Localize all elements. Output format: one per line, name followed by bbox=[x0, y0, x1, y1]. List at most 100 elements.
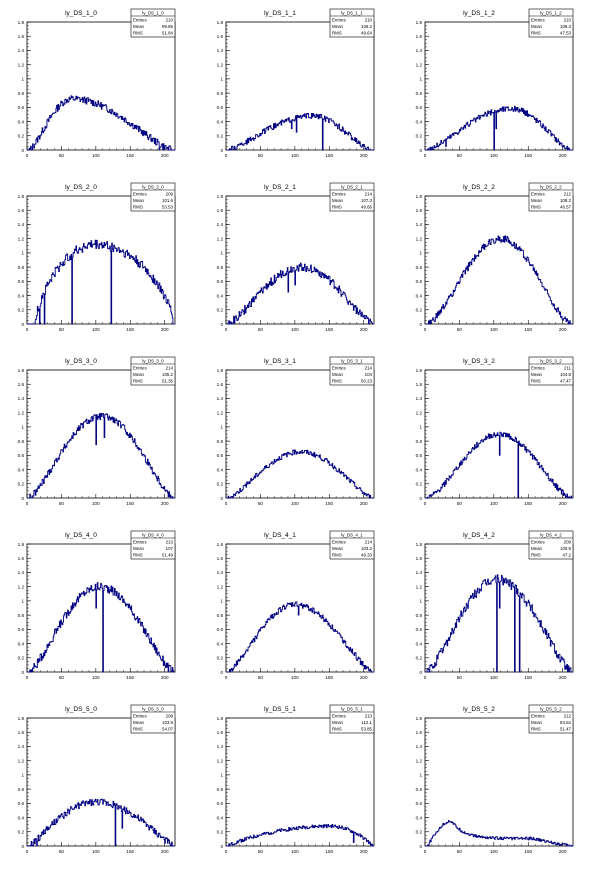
x-tick-label: 0 bbox=[26, 153, 29, 158]
y-tick-label: 0.2 bbox=[217, 134, 224, 139]
stats-label-mean: Mean bbox=[332, 198, 344, 203]
y-tick-label: 1.8 bbox=[18, 542, 25, 547]
y-tick-label: 0.6 bbox=[18, 105, 25, 110]
stats-value-entries: 214 bbox=[365, 366, 373, 371]
stats-label-rms: RMS bbox=[133, 205, 143, 210]
x-tick-label: 0 bbox=[225, 501, 228, 506]
y-tick-label: 1.4 bbox=[217, 744, 224, 749]
x-tick-label: 50 bbox=[457, 849, 463, 854]
y-tick-label: 0 bbox=[21, 322, 24, 327]
y-tick-label: 0.6 bbox=[217, 279, 224, 284]
x-tick-label: 100 bbox=[291, 153, 299, 158]
x-tick-label: 200 bbox=[360, 501, 368, 506]
y-tick-label: 0.6 bbox=[18, 627, 25, 632]
histogram-ly_DS_4_2: ly_DS_4_2 0 0.2 0.4 0.6 0.8 1 1.2 1.4 1.6 1.8 0 50 10… bbox=[416, 530, 574, 680]
stats-value-mean: 84.62 bbox=[560, 720, 572, 725]
y-tick-label: 1.2 bbox=[217, 584, 224, 589]
chart-title: ly_DS_2_2 bbox=[463, 184, 495, 191]
y-tick-label: 1 bbox=[419, 251, 422, 256]
stats-name: ly_DS_2_0 bbox=[142, 184, 164, 189]
x-tick-label: 150 bbox=[524, 849, 532, 854]
stats-box: ly_DS_3_1 Entries 214 Mean 104 RMS 50.23 bbox=[329, 356, 375, 386]
y-tick-label: 1 bbox=[21, 425, 24, 430]
stats-label-mean: Mean bbox=[531, 720, 543, 725]
plot-frame bbox=[424, 717, 574, 847]
x-tick-label: 200 bbox=[161, 327, 169, 332]
y-tick-label: 1.6 bbox=[217, 730, 224, 735]
y-tick-label: 1.8 bbox=[18, 716, 25, 721]
stats-value-rms: 49.64 bbox=[361, 31, 373, 36]
x-tick-label: 0 bbox=[26, 849, 29, 854]
y-tick-label: 0 bbox=[220, 670, 223, 675]
stats-label-rms: RMS bbox=[332, 727, 342, 732]
chart-title: ly_DS_4_1 bbox=[264, 532, 296, 539]
y-tick-label: 0.2 bbox=[18, 656, 25, 661]
stats-value-entries: 209 bbox=[166, 192, 174, 197]
y-tick-label: 0 bbox=[419, 496, 422, 501]
stats-label-entries: Entries bbox=[531, 540, 545, 545]
histogram-series bbox=[425, 574, 573, 673]
y-tick-label: 1.4 bbox=[18, 744, 25, 749]
x-tick-label: 50 bbox=[258, 849, 264, 854]
stats-value-mean: 103.2 bbox=[361, 546, 373, 551]
chart-title: ly_DS_1_0 bbox=[65, 10, 97, 17]
x-tick-label: 200 bbox=[161, 675, 169, 680]
y-tick-label: 1.8 bbox=[18, 194, 25, 199]
stats-label-mean: Mean bbox=[531, 372, 543, 377]
y-tick-label: 1.4 bbox=[18, 570, 25, 575]
y-tick-label: 0.2 bbox=[217, 830, 224, 835]
stats-label-mean: Mean bbox=[531, 198, 543, 203]
stats-value-entries: 212 bbox=[564, 192, 572, 197]
stats-name: ly_DS_5_2 bbox=[540, 706, 562, 711]
y-tick-label: 1.6 bbox=[217, 208, 224, 213]
y-tick-label: 0.8 bbox=[217, 439, 224, 444]
y-tick-label: 0.4 bbox=[18, 467, 25, 472]
x-tick-label: 200 bbox=[360, 153, 368, 158]
stats-box: ly_DS_2_1 Entries 214 Mean 107.3 RMS 49.66 bbox=[329, 182, 375, 212]
chart-title: ly_DS_4_2 bbox=[463, 532, 495, 539]
stats-label-rms: RMS bbox=[332, 31, 342, 36]
stats-name: ly_DS_3_0 bbox=[142, 358, 164, 363]
y-tick-label: 0.2 bbox=[18, 308, 25, 313]
histogram-series bbox=[226, 601, 374, 673]
chart-title: ly_DS_2_0 bbox=[65, 184, 97, 191]
y-tick-label: 0.8 bbox=[416, 439, 423, 444]
histogram-ly_DS_5_1: ly_DS_5_1 0 0.2 0.4 0.6 0.8 1 1.2 1.4 1.6 1.8 0 50 10… bbox=[217, 704, 375, 854]
stats-name: ly_DS_3_2 bbox=[540, 358, 562, 363]
stats-box-frame bbox=[329, 356, 375, 386]
y-tick-label: 0 bbox=[21, 844, 24, 849]
y-tick-label: 1.2 bbox=[18, 410, 25, 415]
x-tick-label: 0 bbox=[225, 675, 228, 680]
y-tick-label: 1.8 bbox=[18, 368, 25, 373]
stats-value-mean: 108.2 bbox=[560, 198, 572, 203]
stats-value-rms: 51.49 bbox=[162, 553, 174, 558]
y-tick-label: 1.8 bbox=[217, 20, 224, 25]
y-tick-label: 0.4 bbox=[217, 815, 224, 820]
y-tick-label: 1.4 bbox=[18, 396, 25, 401]
histogram-series bbox=[27, 798, 175, 847]
stats-label-entries: Entries bbox=[332, 192, 346, 197]
x-tick-label: 0 bbox=[26, 501, 29, 506]
y-tick-label: 0 bbox=[419, 148, 422, 153]
stats-box: ly_DS_4_2 Entries 209 Mean 100.9 RMS 47.2 bbox=[528, 530, 574, 560]
plot-frame bbox=[26, 195, 176, 325]
stats-name: ly_DS_4_0 bbox=[142, 532, 164, 537]
y-tick-label: 1 bbox=[220, 251, 223, 256]
y-tick-label: 1.6 bbox=[416, 34, 423, 39]
x-tick-label: 50 bbox=[258, 501, 264, 506]
y-tick-label: 1.4 bbox=[217, 570, 224, 575]
stats-label-entries: Entries bbox=[332, 714, 346, 719]
y-tick-label: 0.4 bbox=[217, 293, 224, 298]
stats-value-entries: 214 bbox=[365, 192, 373, 197]
stats-box: ly_DS_1_2 Entries 210 Mean 109.3 RMS 47.53 bbox=[528, 8, 574, 38]
stats-box-frame bbox=[329, 8, 375, 38]
x-tick-label: 150 bbox=[325, 501, 333, 506]
y-tick-label: 1.2 bbox=[416, 62, 423, 67]
stats-value-rms: 47.47 bbox=[560, 379, 572, 384]
stats-value-entries: 213 bbox=[166, 540, 174, 545]
x-tick-label: 200 bbox=[360, 675, 368, 680]
histogram-series bbox=[425, 431, 573, 499]
y-tick-label: 0.8 bbox=[416, 787, 423, 792]
x-tick-label: 100 bbox=[92, 675, 100, 680]
